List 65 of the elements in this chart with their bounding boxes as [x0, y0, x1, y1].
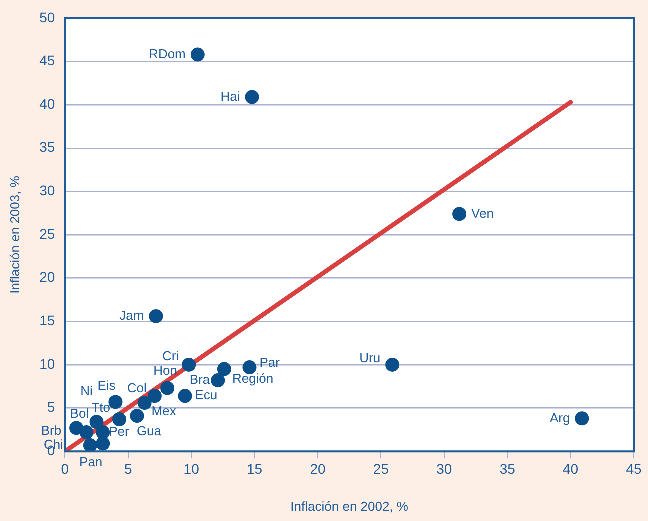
y-tick-label: 20	[40, 269, 56, 286]
y-tick-label: 50	[40, 9, 56, 26]
annotation: Par	[260, 355, 281, 370]
point	[190, 48, 205, 62]
y-tick-label: 5	[47, 399, 56, 416]
annotation: Pan	[80, 454, 103, 470]
annotation: Ecu	[195, 388, 218, 403]
annotation: Col	[127, 380, 148, 396]
point	[160, 381, 175, 396]
annotation: Hon	[154, 362, 178, 378]
point	[452, 207, 467, 222]
point	[90, 415, 104, 430]
point	[386, 358, 400, 372]
point	[108, 395, 123, 410]
x-tick-label: 20	[310, 460, 326, 477]
point	[148, 389, 162, 404]
annotation: Gua	[136, 424, 162, 439]
point	[112, 412, 127, 427]
point	[130, 409, 144, 424]
y-axis-title: Inflación en 2003, %	[7, 176, 22, 294]
annotation: Uru	[360, 350, 381, 366]
x-tick-label: 45	[626, 460, 642, 477]
point	[96, 436, 110, 451]
point	[70, 421, 84, 436]
x-tick-label: 30	[436, 460, 452, 477]
y-tick-label: 45	[40, 52, 56, 69]
point	[182, 358, 196, 372]
x-tick-label: 15	[246, 460, 263, 477]
annotation: Jam	[120, 308, 144, 324]
point	[217, 362, 232, 376]
y-tick-label: 10	[40, 356, 56, 372]
point	[83, 438, 98, 452]
annotation: Ven	[472, 206, 494, 221]
point	[575, 412, 590, 426]
y-tick-label: 15	[40, 312, 56, 328]
y-tick-label: 25	[40, 226, 56, 242]
y-tick-label: 35	[40, 139, 56, 156]
point	[178, 389, 192, 404]
point	[149, 309, 164, 324]
annotation: Tto	[92, 400, 111, 416]
point	[96, 426, 110, 440]
annotation: Ni	[80, 384, 94, 399]
x-tick-label: 40	[563, 460, 579, 477]
annotation: Bra	[190, 372, 211, 388]
y-tick-label: 40	[40, 96, 56, 112]
annotation: Arg	[550, 410, 570, 426]
x-tick-label: 35	[500, 460, 516, 477]
y-tick-label: 30	[40, 182, 56, 199]
annotation: Cri	[162, 348, 180, 364]
x-tick-label: 5	[124, 460, 132, 477]
point	[138, 396, 152, 410]
annotation: Hai	[220, 88, 240, 104]
annotation: Brb	[41, 422, 62, 438]
annotation: Mex	[152, 404, 177, 419]
annotation: RDom	[149, 46, 186, 62]
point	[245, 90, 260, 104]
x-tick-label: 0	[61, 460, 70, 477]
annotation: Bol	[70, 406, 90, 422]
x-tick-label: 10	[184, 460, 200, 477]
point	[211, 374, 226, 388]
annotation: Eis	[98, 378, 116, 393]
x-tick-label: 25	[373, 460, 390, 477]
annotation: Región	[232, 370, 274, 386]
x-axis-title: Inflación en 2002, %	[290, 498, 409, 514]
annotation: Per	[109, 424, 130, 440]
